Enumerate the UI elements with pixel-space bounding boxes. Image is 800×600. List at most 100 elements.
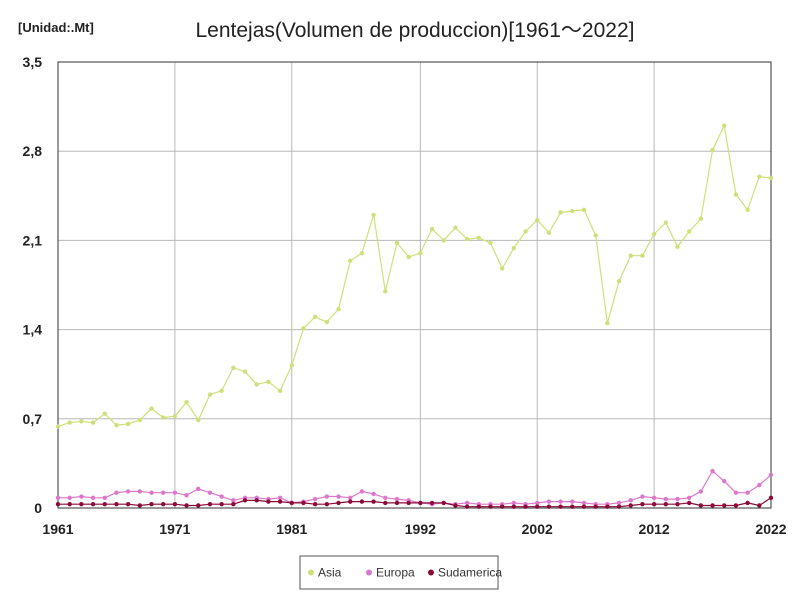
data-point [710,147,715,153]
x-tick-label: 1971 [159,521,190,537]
data-point [184,493,189,498]
data-point [196,486,201,492]
data-point [535,500,540,506]
data-point [640,253,645,258]
data-point [79,494,84,499]
data-point [125,501,131,507]
data-point [651,495,657,501]
data-point [394,240,400,246]
data-point [686,500,692,506]
axis-layer: 0 0,7 1,4 2,1 2,8 3,5 1961 1971 1981 1992 2002 2012… [23,54,787,537]
data-point [675,496,680,502]
data-point [55,495,61,501]
data-point [348,495,353,501]
data-point [231,498,236,503]
data-point [745,207,750,213]
data-point [160,415,166,420]
data-point [266,499,271,504]
data-point [102,501,107,507]
data-point [207,392,213,397]
data-point [336,307,341,312]
y-tick-label: 0 [34,500,42,516]
data-point [324,319,330,325]
data-point [429,226,435,232]
data-point [651,501,657,507]
data-point [231,365,236,371]
x-tick-label: 1961 [42,521,73,537]
data-point [277,495,283,501]
data-point [570,504,575,509]
x-tick-label: 1981 [276,521,307,537]
data-point [312,496,318,502]
data-point [733,503,739,508]
series-asia [55,123,774,429]
data-point [768,472,774,478]
data-point [722,479,727,484]
data-point [605,504,610,509]
data-point [745,500,750,506]
data-point [464,500,470,506]
data-point [242,369,248,374]
x-tick-label: 1992 [405,521,436,537]
data-point [90,501,96,507]
y-tick-label: 1,4 [23,322,43,338]
data-point [570,208,575,214]
data-point [184,400,189,405]
data-point [581,500,587,506]
data-point [558,504,563,509]
series-layer [55,123,774,509]
data-point [55,501,61,507]
data-point [722,503,727,508]
data-point [546,504,552,509]
data-point [242,498,248,503]
data-point [686,229,692,234]
data-point [722,123,727,128]
data-point [383,289,388,294]
legend-marker [308,569,314,576]
series-europa [55,468,774,507]
x-tick-label: 2022 [755,521,786,537]
plot-frame [57,61,772,509]
data-point [114,501,119,507]
data-point [359,489,365,494]
data-point [359,499,365,504]
data-point [324,494,330,499]
data-point [710,468,715,474]
data-point [125,489,131,494]
data-point [476,235,481,241]
data-point [114,422,119,428]
data-point [663,501,669,507]
data-point [90,495,96,501]
data-point [616,504,622,509]
data-point [593,233,598,238]
data-point [523,229,528,234]
data-point [277,499,283,504]
data-point [464,236,470,242]
data-point [511,500,517,506]
data-point [488,240,493,246]
data-point [277,388,283,393]
data-point [499,504,505,509]
data-point [710,503,715,508]
unit-label: [Unidad:.Mt] [18,20,94,35]
data-point [733,490,739,495]
data-point [698,216,704,221]
data-point [301,500,306,506]
data-point [640,501,645,507]
data-point [768,175,774,181]
data-point [476,504,481,509]
data-point [768,495,774,501]
legend-marker [366,569,372,576]
data-point [757,174,762,179]
data-point [160,501,166,507]
data-point [546,230,552,235]
data-point [418,250,423,256]
data-point [535,504,540,509]
data-point [67,495,72,501]
data-point [196,417,201,423]
y-tick-label: 0,7 [23,411,43,427]
data-point [231,501,236,507]
data-point [207,490,213,495]
data-point [184,503,189,508]
